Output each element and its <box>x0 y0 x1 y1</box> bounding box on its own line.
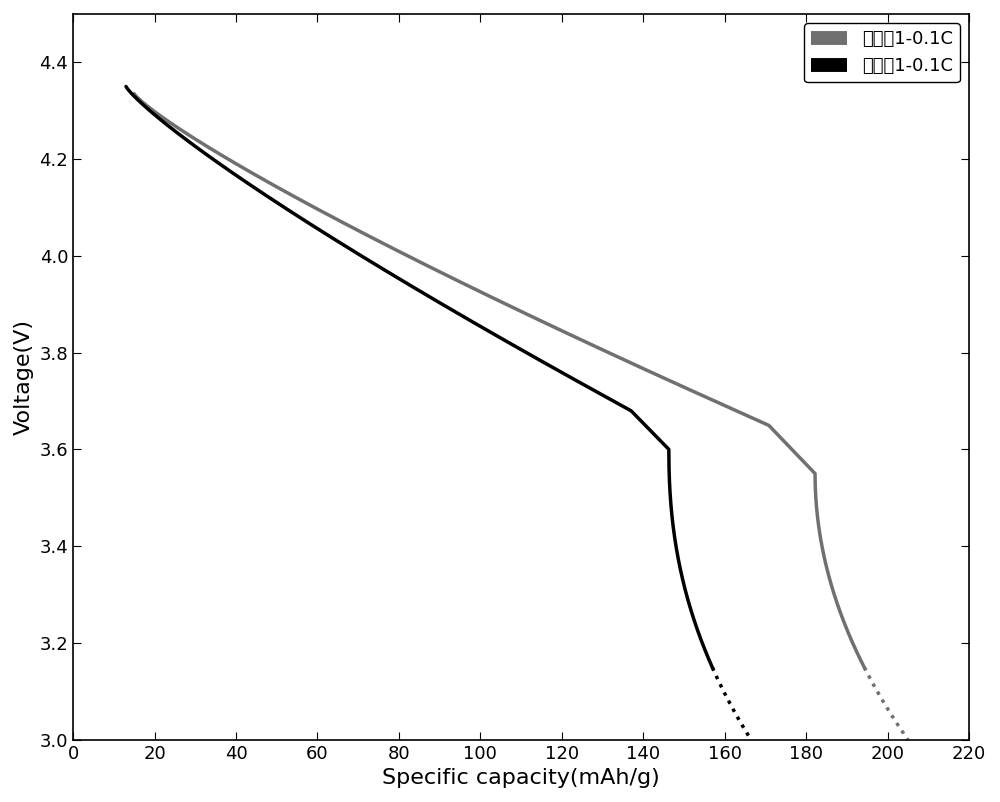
Legend: 实施例1-0.1C, 对比例1-0.1C: 实施例1-0.1C, 对比例1-0.1C <box>804 23 960 83</box>
X-axis label: Specific capacity(mAh/g): Specific capacity(mAh/g) <box>382 768 660 788</box>
Y-axis label: Voltage(V): Voltage(V) <box>14 318 34 435</box>
